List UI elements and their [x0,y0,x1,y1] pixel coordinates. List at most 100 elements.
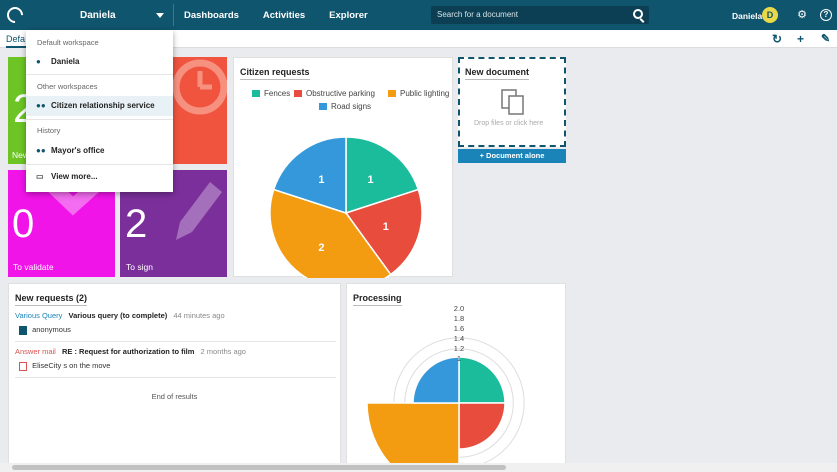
citizen-requests-card: Citizen requests Fences Obstructive park… [233,57,453,278]
legend-swatch [294,90,302,97]
pie-data-label: 1 [318,174,324,186]
request-author-row: anonymous [19,325,71,335]
nav-dashboards[interactable]: Dashboards [184,9,239,21]
dropdown-divider [26,164,173,165]
drop-hint: Drop files or click here [474,120,544,127]
pie-slice-road-signs[interactable] [272,136,347,215]
end-of-results: End of results [151,392,198,401]
workspace-item-daniela[interactable]: ● Daniela [26,52,173,72]
dropdown-divider [26,119,173,120]
nav-divider [173,4,174,26]
main-nav: Dashboards Activities Explorer [184,0,392,30]
workspace-label: Daniela [51,57,80,66]
card-title: Processing [353,293,402,306]
request-author: EliseCity s on the move [32,361,111,370]
request-author-row: EliseCity s on the move [19,361,110,371]
legend-obstructive-parking[interactable]: Obstructive parking [294,89,375,98]
document-icon [19,325,27,335]
polar-tick-label: 2.0 [454,304,464,313]
request-type: Various Query [15,311,63,320]
user-name[interactable]: Daniela [732,11,763,21]
scrollbar-thumb[interactable] [12,465,506,470]
tile-new-label: New [12,150,28,160]
request-author: anonymous [32,325,71,334]
workspace-item-citizen[interactable]: ●● Citizen relationship service [26,96,173,116]
documents-icon [501,89,524,115]
workspace-label: Mayor's office [51,146,105,155]
request-type: Answer mail [15,347,56,356]
validate-label: To validate [13,262,54,272]
chevron-down-icon [156,13,164,18]
tile-to-sign[interactable]: 2 To sign [120,170,227,277]
tab-default[interactable]: Defa [6,34,26,44]
legend-label: Fences [264,89,291,98]
document-alone-button[interactable]: + Document alone [458,149,566,163]
request-subject: RE : Request for authorization to film [61,347,195,356]
polar-tick-label: 1.6 [454,324,464,333]
dashboard-toolbar: Defa ↻ + ✎ [0,30,837,48]
legend-fences[interactable]: Fences [252,89,290,98]
polar-tick-label: 1 [457,354,461,363]
pie-slice-public-lighting[interactable] [269,188,392,278]
group-icon: ●● [36,146,46,155]
card-title: Citizen requests [240,67,310,80]
dropdown-divider [26,74,173,75]
pie-slice-obstructive-parking[interactable] [344,188,423,276]
gears-icon[interactable]: ⚙ [797,9,807,21]
pencil-icon [176,182,222,240]
top-navbar: Daniela Dashboards Activities Explorer S… [0,0,837,30]
request-time: 44 minutes ago [173,311,225,320]
list-item[interactable]: Various Query Various query (to complete… [15,311,225,320]
validate-count: 0 [12,202,35,246]
row-divider [15,341,336,342]
search-icon[interactable] [633,9,643,19]
pie-slice-fences[interactable] [345,136,420,215]
request-subject: Various query (to complete) [68,311,168,320]
horizontal-scrollbar[interactable] [0,463,837,472]
legend-public-lighting[interactable]: Public lighting [388,89,449,98]
sign-count: 2 [125,202,148,246]
active-tab-indicator [6,46,26,48]
pie-data-label: 1 [368,174,374,186]
polar-segment-road-signs[interactable] [412,356,460,404]
refresh-icon[interactable]: ↻ [772,32,783,46]
new-document-dropzone[interactable]: New document Drop files or click here [458,57,566,147]
polar-tick-label: 1.8 [454,314,464,323]
new-requests-card: New requests (2) Various Query Various q… [8,283,341,468]
legend-road-signs[interactable]: Road signs [319,102,371,111]
processing-card: Processing 2.0 1.8 1.6 1.4 1.2 1 [346,283,566,468]
pie-data-label: 2 [318,242,324,254]
sign-label: To sign [126,262,153,272]
logo-icon [3,3,27,27]
row-divider [15,377,336,378]
tile-new[interactable]: 2 New [8,57,28,164]
nav-activities[interactable]: Activities [262,9,306,21]
card-title: New requests (2) [15,293,88,306]
view-more-item[interactable]: ▭ View more... [26,167,173,187]
list-item[interactable]: Answer mail RE : Request for authorizati… [15,347,246,356]
polar-segment-public-lighting[interactable] [366,402,460,468]
workspace-label: Citizen relationship service [51,101,155,110]
add-icon[interactable]: + [797,32,805,46]
processing-polar-chart: 2.01.81.61.41.21 [366,304,525,468]
pie-data-label: 1 [383,221,389,233]
folder-open-icon: ▭ [36,172,44,181]
user-icon: ● [36,57,41,66]
legend-label: Road signs [331,102,372,111]
citizen-pie-chart: 1 1 2 1 [269,136,423,278]
tile-overdue[interactable] [172,57,227,164]
wrench-icon[interactable]: ✎ [821,33,831,45]
workspace-item-mayor[interactable]: ●● Mayor's office [26,141,173,161]
dropdown-heading: Default workspace [37,38,99,47]
nav-explorer[interactable]: Explorer [329,9,368,21]
workspace-switcher[interactable]: Daniela [26,0,173,30]
polar-tick-label: 1.4 [454,334,464,343]
avatar[interactable]: D [762,7,778,23]
polar-segment-fences[interactable] [458,356,506,404]
search-input[interactable]: Search for a document [431,6,649,24]
dropdown-heading: History [37,126,61,135]
polar-segment-obstructive-parking[interactable] [458,402,506,450]
mail-document-icon [19,361,27,371]
help-icon[interactable]: ? [820,9,832,21]
group-icon: ●● [36,101,46,110]
